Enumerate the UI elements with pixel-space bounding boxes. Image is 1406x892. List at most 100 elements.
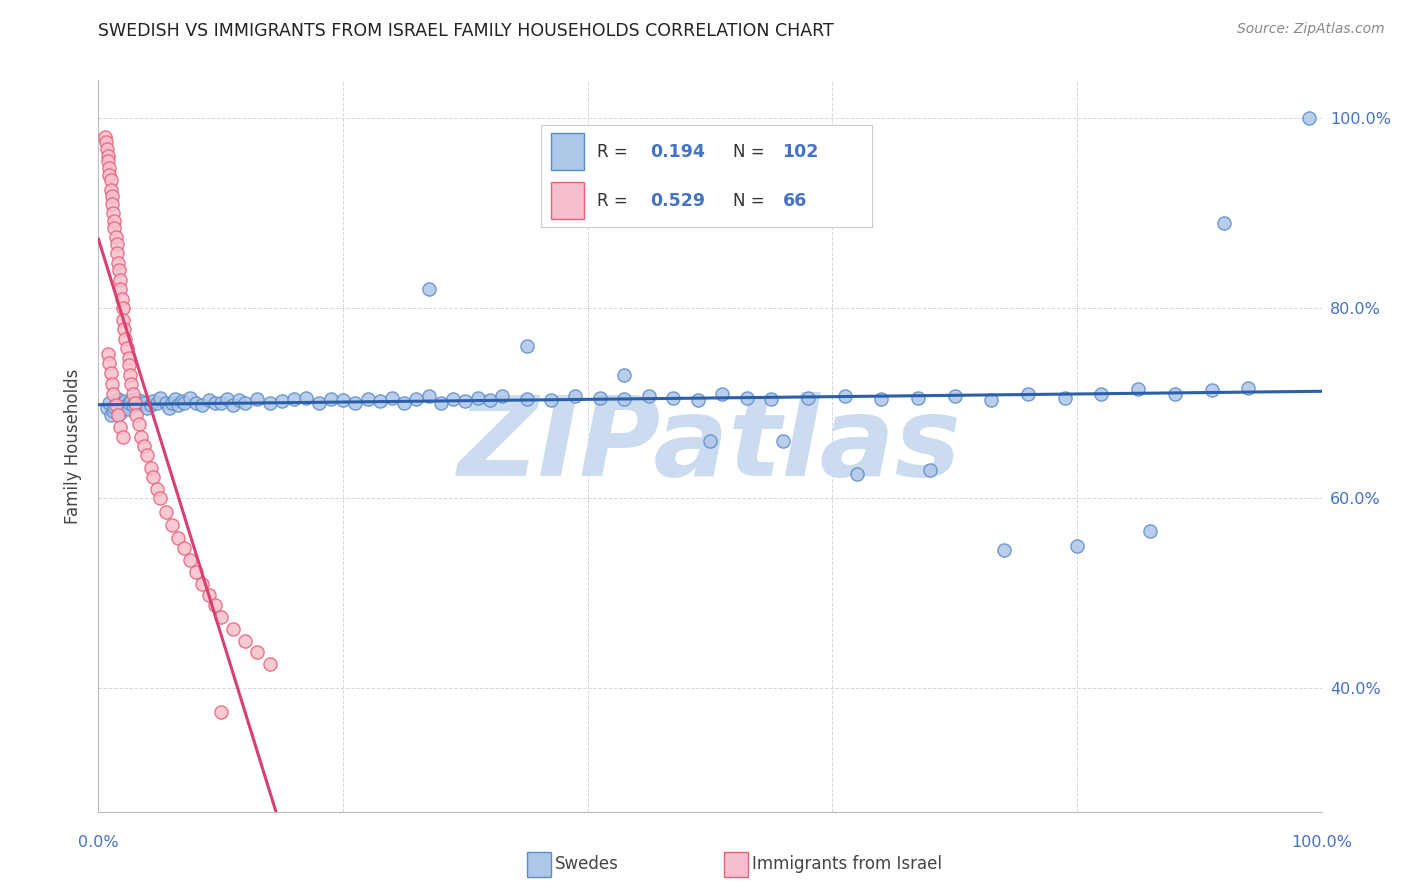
- Text: Immigrants from Israel: Immigrants from Israel: [752, 855, 942, 873]
- Text: 66: 66: [783, 192, 807, 210]
- Point: [98, 161, 121, 175]
- Point: [392, 396, 416, 410]
- Point: [111, 292, 134, 306]
- Point: [100, 408, 122, 422]
- Point: [118, 351, 141, 365]
- Point: [191, 398, 214, 412]
- Point: [209, 396, 232, 410]
- Point: [121, 398, 143, 412]
- Point: [118, 396, 141, 410]
- Point: [107, 408, 129, 422]
- Text: 100.0%: 100.0%: [1291, 836, 1353, 850]
- Point: [454, 394, 477, 409]
- Point: [540, 393, 562, 408]
- Point: [638, 389, 661, 403]
- Point: [295, 391, 318, 405]
- Point: [128, 398, 150, 412]
- Point: [772, 434, 794, 449]
- Point: [103, 220, 125, 235]
- Point: [96, 142, 118, 156]
- Point: [215, 392, 238, 406]
- Point: [120, 393, 142, 408]
- Point: [101, 189, 124, 203]
- Point: [139, 398, 162, 412]
- Point: [105, 396, 128, 410]
- Point: [711, 386, 734, 401]
- Point: [112, 401, 135, 415]
- Point: [118, 358, 141, 372]
- Point: [834, 389, 856, 403]
- Point: [246, 645, 269, 659]
- Point: [94, 135, 117, 149]
- Point: [104, 398, 127, 412]
- Point: [142, 394, 165, 409]
- Point: [132, 396, 155, 410]
- Point: [283, 392, 305, 407]
- Point: [125, 392, 148, 406]
- Point: [259, 657, 281, 672]
- Point: [146, 396, 169, 410]
- Point: [173, 541, 195, 555]
- Point: [564, 389, 586, 403]
- Point: [142, 470, 165, 484]
- Point: [103, 400, 125, 414]
- Point: [139, 460, 162, 475]
- Point: [920, 463, 942, 477]
- Point: [797, 391, 820, 405]
- Point: [93, 130, 115, 145]
- Point: [170, 394, 193, 409]
- Point: [233, 633, 256, 648]
- Point: [110, 273, 132, 287]
- Point: [136, 401, 159, 415]
- Point: [98, 396, 121, 410]
- Point: [613, 368, 636, 382]
- Point: [209, 610, 232, 624]
- Point: [120, 377, 142, 392]
- Text: 0.194: 0.194: [651, 143, 706, 161]
- Point: [129, 429, 152, 443]
- Point: [761, 392, 783, 406]
- Point: [105, 236, 128, 251]
- FancyBboxPatch shape: [551, 133, 585, 170]
- Point: [111, 301, 134, 316]
- Text: SWEDISH VS IMMIGRANTS FROM ISRAEL FAMILY HOUSEHOLDS CORRELATION CHART: SWEDISH VS IMMIGRANTS FROM ISRAEL FAMILY…: [98, 22, 834, 40]
- Point: [993, 543, 1015, 558]
- Point: [1164, 386, 1187, 401]
- Point: [515, 392, 537, 406]
- Point: [515, 339, 537, 353]
- Point: [356, 392, 378, 406]
- Point: [173, 396, 195, 410]
- Point: [101, 377, 124, 392]
- Point: [1298, 112, 1320, 126]
- Point: [179, 391, 201, 405]
- Point: [107, 255, 129, 269]
- Point: [332, 393, 354, 408]
- Point: [157, 401, 180, 415]
- Point: [121, 386, 143, 401]
- Point: [222, 623, 245, 637]
- Point: [97, 154, 120, 169]
- Point: [491, 389, 513, 403]
- Point: [1201, 383, 1223, 397]
- Point: [228, 393, 250, 408]
- Point: [146, 482, 169, 496]
- Point: [222, 398, 245, 412]
- Point: [114, 332, 136, 346]
- Point: [186, 566, 208, 580]
- Point: [111, 398, 134, 412]
- Point: [100, 173, 122, 187]
- Point: [114, 394, 136, 409]
- Point: [870, 392, 893, 406]
- Point: [699, 434, 721, 449]
- Point: [1090, 386, 1112, 401]
- Point: [100, 366, 122, 380]
- Point: [115, 341, 138, 355]
- Point: [129, 394, 152, 409]
- Point: [160, 396, 183, 410]
- Point: [125, 408, 148, 422]
- Point: [115, 398, 138, 412]
- Point: [204, 396, 226, 410]
- Text: N =: N =: [733, 192, 770, 210]
- Point: [155, 396, 177, 410]
- Point: [165, 392, 187, 406]
